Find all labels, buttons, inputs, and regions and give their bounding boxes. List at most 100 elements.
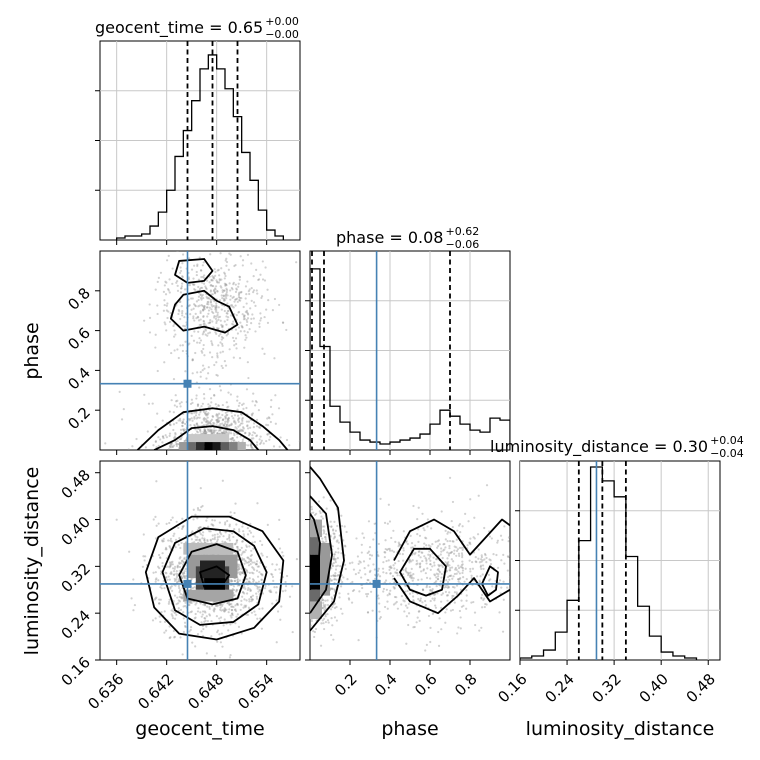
sample-point [226,417,229,421]
sample-point [367,579,370,582]
sample-point [207,412,210,415]
sample-point [227,316,230,319]
sample-point [231,532,234,535]
sample-point [460,552,464,555]
sample-point [332,532,335,535]
sample-point [384,539,387,542]
sample-point [256,586,260,589]
sample-point [330,567,333,570]
sample-point [183,575,186,578]
sample-point [245,569,248,572]
sample-point [195,417,198,420]
sample-point [423,529,426,532]
sample-point [199,487,202,490]
sample-point [457,578,460,581]
sample-point [168,600,171,603]
sample-point [425,585,428,589]
sample-point [407,623,410,627]
y-tick-label: 0.16 [58,653,94,689]
sample-point [222,299,226,302]
sample-point [218,521,221,524]
sample-point [131,445,134,448]
sample-point [212,289,215,293]
sample-point [240,546,243,549]
sample-point [443,548,446,551]
sample-point [224,540,227,544]
sample-point [197,526,200,530]
sample-point [481,559,484,562]
contour-line [169,289,239,334]
sample-point [436,577,440,581]
sample-point [203,397,206,400]
sample-point [196,404,200,408]
sample-point [179,636,182,639]
sample-point [348,562,352,565]
sample-point [175,570,178,573]
sample-point [394,540,397,543]
sample-point [181,526,184,529]
sample-point [210,418,214,421]
sample-point [234,426,237,429]
sample-point [394,602,397,605]
sample-point [418,534,422,537]
sample-point [224,521,227,524]
sample-point [208,321,211,324]
sample-point [204,418,207,421]
sample-point [235,590,238,593]
sample-point [455,568,458,571]
sample-point [197,278,201,281]
sample-point [197,319,201,322]
sample-point [228,523,231,526]
sample-point [177,308,180,312]
sample-point [203,308,206,311]
sample-point [221,604,224,607]
sample-point [451,585,455,589]
sample-point [223,320,226,323]
sample-point [235,287,238,290]
sample-point [232,295,235,298]
sample-point [223,431,226,434]
sample-point [366,592,370,596]
sample-point [189,402,193,406]
sample-point [248,292,251,296]
sample-point [170,443,173,446]
title-upper-error: +0.04 [710,434,744,447]
sample-point [209,428,212,432]
sample-point [213,536,216,539]
sample-point [222,418,225,421]
sample-point [179,432,183,435]
sample-point [393,567,396,570]
sample-point [502,580,505,583]
sample-point [319,644,323,647]
sample-point [154,426,157,429]
sample-point [182,617,185,620]
sample-point [209,253,212,256]
sample-point [333,578,336,581]
sample-point [152,444,155,447]
sample-point [261,278,265,281]
sample-point [184,567,187,571]
sample-point [257,278,260,282]
sample-point [245,406,248,410]
sample-point [393,586,396,590]
sample-point [225,430,228,434]
sample-point [252,301,256,304]
sample-point [203,429,206,432]
sample-point [214,274,217,277]
sample-point [458,546,461,549]
sample-point [248,432,252,436]
sample-point [280,605,283,608]
sample-point [247,580,251,583]
sample-point [331,597,334,601]
sample-point [215,540,219,543]
sample-point [509,552,510,555]
sample-point [235,314,238,317]
sample-point [271,573,274,576]
density-cell [229,442,238,450]
sample-point [212,524,215,527]
sample-point [383,521,387,524]
sample-point [171,267,174,270]
sample-point [223,359,226,363]
hist-panel-luminosity_distance-luminosity_distance [520,461,720,660]
sample-point [424,649,427,652]
